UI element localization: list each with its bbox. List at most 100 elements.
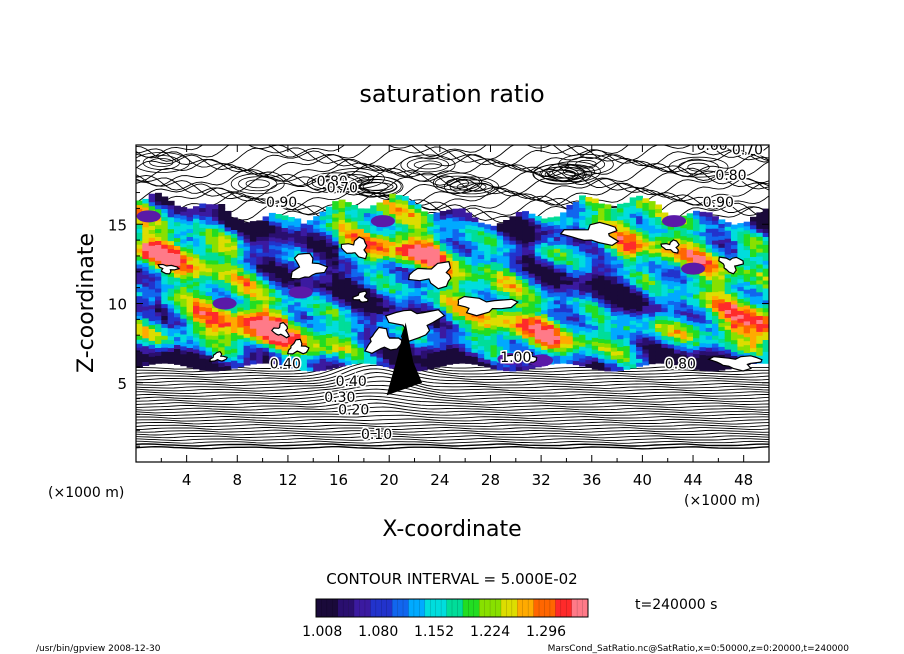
field-cell bbox=[363, 224, 371, 229]
field-cell bbox=[275, 321, 283, 326]
field-cell bbox=[667, 272, 675, 278]
field-cell bbox=[617, 358, 624, 363]
field-cell bbox=[737, 318, 745, 323]
field-cell bbox=[705, 224, 713, 229]
field-cell bbox=[180, 349, 188, 355]
field-cell bbox=[230, 225, 238, 230]
field-cell bbox=[193, 245, 200, 251]
field-cell bbox=[427, 325, 435, 330]
field-cell bbox=[186, 287, 194, 293]
field-cell bbox=[142, 341, 150, 347]
field-cell bbox=[186, 359, 194, 364]
field-cell bbox=[332, 296, 340, 301]
field-cell bbox=[262, 267, 270, 273]
field-cell bbox=[180, 246, 188, 252]
field-cell bbox=[275, 245, 283, 251]
field-cell bbox=[281, 302, 289, 308]
field-cell bbox=[762, 279, 769, 285]
field-cell bbox=[541, 297, 548, 303]
field-cell bbox=[585, 244, 593, 250]
field-cell bbox=[275, 344, 283, 350]
field-cell bbox=[186, 264, 194, 269]
field-cell bbox=[731, 303, 738, 309]
field-cell bbox=[174, 324, 181, 330]
field-cell bbox=[541, 349, 548, 354]
field-cell bbox=[363, 311, 371, 317]
field-cell bbox=[186, 216, 194, 222]
field-cell bbox=[604, 263, 612, 269]
colorbar-cell bbox=[343, 599, 349, 617]
field-cell bbox=[528, 336, 536, 342]
field-cell bbox=[155, 232, 162, 237]
field-cell bbox=[167, 303, 175, 309]
field-cell bbox=[724, 337, 732, 342]
field-cell bbox=[680, 235, 688, 241]
field-cell bbox=[142, 313, 150, 319]
field-cell bbox=[414, 366, 422, 372]
field-cell bbox=[148, 356, 156, 361]
field-cell bbox=[193, 285, 200, 290]
field-cell bbox=[560, 279, 567, 285]
field-cell bbox=[534, 231, 542, 237]
field-cell bbox=[186, 268, 194, 273]
field-cell bbox=[693, 297, 700, 303]
field-cell bbox=[560, 359, 567, 364]
field-cell bbox=[136, 311, 143, 316]
field-cell bbox=[591, 285, 599, 291]
field-cell bbox=[268, 300, 276, 305]
field-cell bbox=[743, 221, 751, 227]
field-cell bbox=[617, 223, 624, 229]
field-cell bbox=[205, 267, 213, 273]
field-cell bbox=[382, 346, 390, 352]
field-cell bbox=[617, 310, 624, 316]
field-cell bbox=[357, 351, 365, 356]
field-cell bbox=[484, 327, 492, 332]
field-cell bbox=[712, 259, 719, 265]
field-cell bbox=[268, 359, 276, 365]
field-cell bbox=[401, 259, 409, 265]
field-cell bbox=[547, 268, 555, 274]
field-cell bbox=[344, 265, 352, 271]
field-cell bbox=[199, 211, 207, 216]
field-cell bbox=[313, 323, 321, 328]
field-cell bbox=[287, 335, 295, 341]
field-cell bbox=[623, 262, 631, 267]
field-cell bbox=[433, 287, 441, 293]
field-cell bbox=[325, 333, 333, 338]
field-cell bbox=[724, 242, 732, 247]
field-cell bbox=[566, 204, 574, 210]
field-cell bbox=[705, 287, 713, 293]
field-cell bbox=[193, 352, 200, 358]
field-cell bbox=[705, 220, 713, 225]
field-cell bbox=[357, 319, 365, 324]
field-cell bbox=[224, 313, 232, 319]
field-cell bbox=[414, 232, 422, 237]
field-cell bbox=[205, 362, 213, 368]
closed-contour bbox=[413, 160, 443, 170]
field-cell bbox=[420, 338, 428, 343]
field-cell bbox=[655, 327, 662, 332]
field-cell bbox=[553, 240, 561, 245]
field-cell bbox=[528, 273, 536, 278]
field-cell bbox=[667, 288, 675, 293]
field-cell bbox=[319, 350, 327, 355]
field-cell bbox=[610, 319, 618, 324]
subsaturated-patch bbox=[157, 263, 180, 275]
field-cell bbox=[667, 252, 675, 258]
field-cell bbox=[762, 228, 769, 233]
field-cell bbox=[193, 210, 200, 215]
lower-contour-line bbox=[136, 361, 769, 381]
field-cell bbox=[325, 246, 333, 251]
upper-contour-line bbox=[136, 158, 769, 182]
field-cell bbox=[268, 220, 276, 226]
field-cell bbox=[382, 279, 390, 284]
field-cell bbox=[629, 237, 637, 242]
field-cell bbox=[161, 319, 169, 324]
field-cell bbox=[186, 276, 194, 281]
field-cell bbox=[262, 315, 270, 320]
field-cell bbox=[572, 297, 580, 302]
field-cell bbox=[547, 260, 555, 266]
field-cell bbox=[287, 300, 295, 305]
field-cell bbox=[496, 361, 504, 367]
field-cell bbox=[585, 204, 593, 210]
